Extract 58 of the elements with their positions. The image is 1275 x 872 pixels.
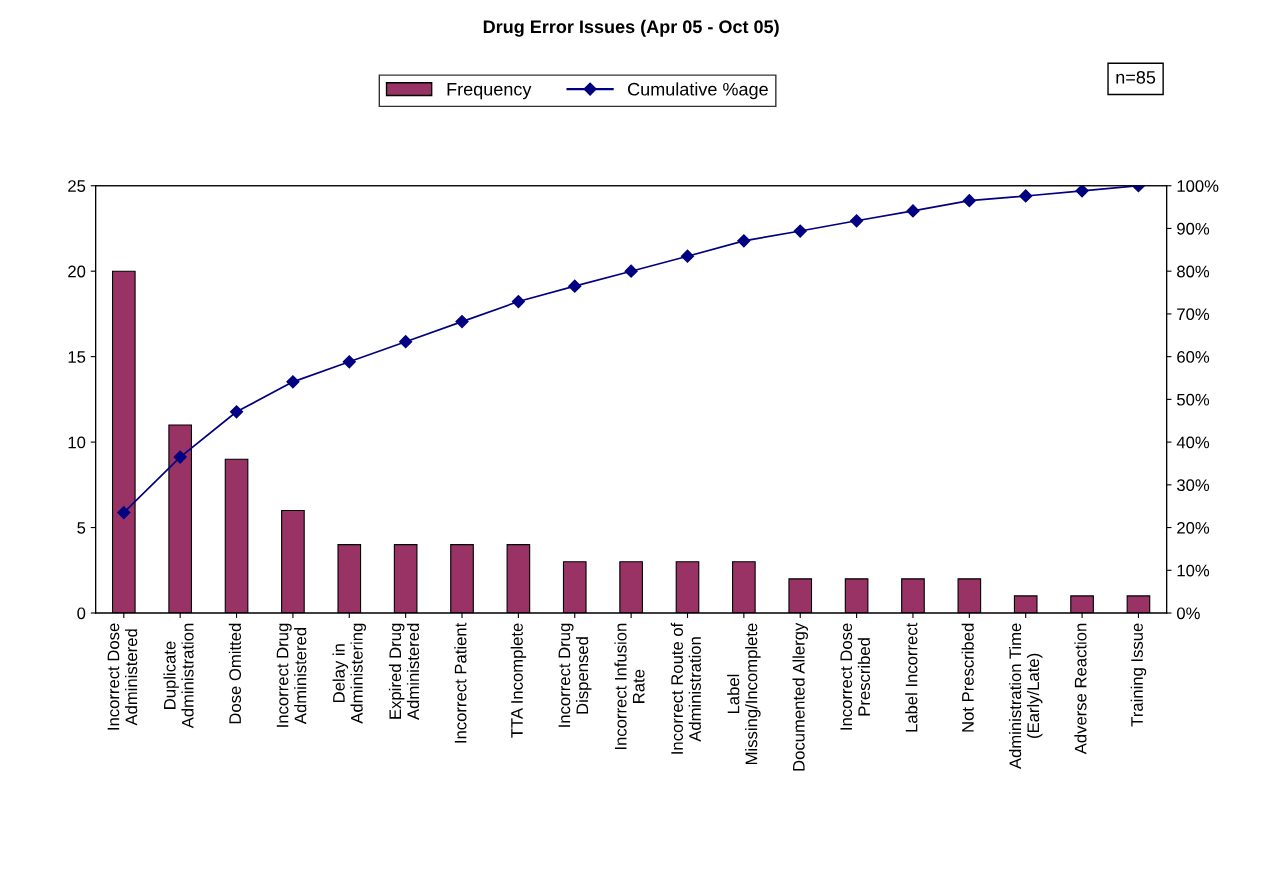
text: n=85 [1116, 70, 1156, 84]
x-tick-label: Incorrect Drug Administered [276, 623, 307, 727]
x-tick-label: Adverse Reaction [1074, 623, 1087, 755]
point [624, 264, 638, 278]
chart-title: Drug Error Issues (Apr 05 - Oct 05) [483, 19, 779, 37]
y2-tick-label: 40% [1176, 436, 1210, 449]
point [342, 355, 356, 369]
point [793, 224, 807, 238]
y2-tick-label: 90% [1177, 222, 1210, 235]
y2-tick-label: 20% [1177, 521, 1210, 534]
x-tick-label: Incorrect Dose Prescribed [840, 623, 871, 730]
legend-label: Frequency [447, 83, 532, 100]
point [850, 214, 864, 228]
x-tick-label: Label Missing/Incomplete [727, 623, 761, 765]
x-tick-label: Dose Omitted [228, 623, 242, 724]
x-tick-label: Duplicate Administration [163, 623, 194, 729]
point [680, 249, 695, 263]
y2-tick-label: 100% [1177, 180, 1219, 192]
x-tick-label: Incorrect Drug Dispensed [558, 623, 592, 727]
point [455, 315, 469, 329]
x-tick-label: Training Issue [1130, 623, 1147, 727]
x-tick-label: Incorrect Patient [454, 622, 467, 743]
x-tick-label: Documented Allergy [792, 622, 808, 771]
x-tick-label: Administration Time (Early/Late) [1008, 623, 1043, 770]
y2-tick-label: 10% [1177, 564, 1210, 577]
y2-tick-label: 60% [1177, 351, 1210, 363]
y-tick-label: 10 [68, 436, 86, 449]
y-tick-label: 0 [77, 607, 86, 620]
point [229, 405, 244, 419]
y2-tick-label: 70% [1177, 308, 1210, 321]
point [906, 204, 920, 218]
y2-tick-label: 50% [1177, 393, 1210, 406]
x-tick-label: TTA Incomplete [510, 623, 527, 738]
point [962, 194, 976, 208]
x-tick-label: Label Incorrect [905, 622, 918, 732]
x-tick-label: Expired Drug Administered [388, 623, 420, 720]
y-tick-label: 20 [68, 265, 86, 278]
point [117, 506, 131, 520]
point [511, 294, 525, 309]
y2-tick-label: 30% [1176, 479, 1210, 492]
legend-label: Cumulative %age [628, 82, 768, 100]
point [568, 279, 582, 293]
x-tick-label: Delay in Administering [332, 623, 367, 724]
point [737, 234, 751, 248]
x-tick-label: Not Prescribed [961, 623, 974, 732]
point [399, 335, 413, 349]
x-tick-label: Incorrect Infusion Rate [614, 623, 645, 750]
point [1075, 185, 1089, 198]
point [173, 450, 187, 464]
y2-tick-label: 80% [1177, 265, 1210, 278]
x-tick-label: Incorrect Route of Administration [670, 622, 701, 754]
y-tick-label: 25 [68, 180, 86, 192]
y-tick-label: 15 [68, 351, 86, 363]
point [1019, 189, 1033, 203]
x-tick-label: Incorrect Dose Administered [107, 623, 138, 730]
y2-tick-label: 0% [1177, 607, 1200, 620]
point [286, 375, 300, 389]
y-tick-label: 5 [77, 522, 86, 534]
